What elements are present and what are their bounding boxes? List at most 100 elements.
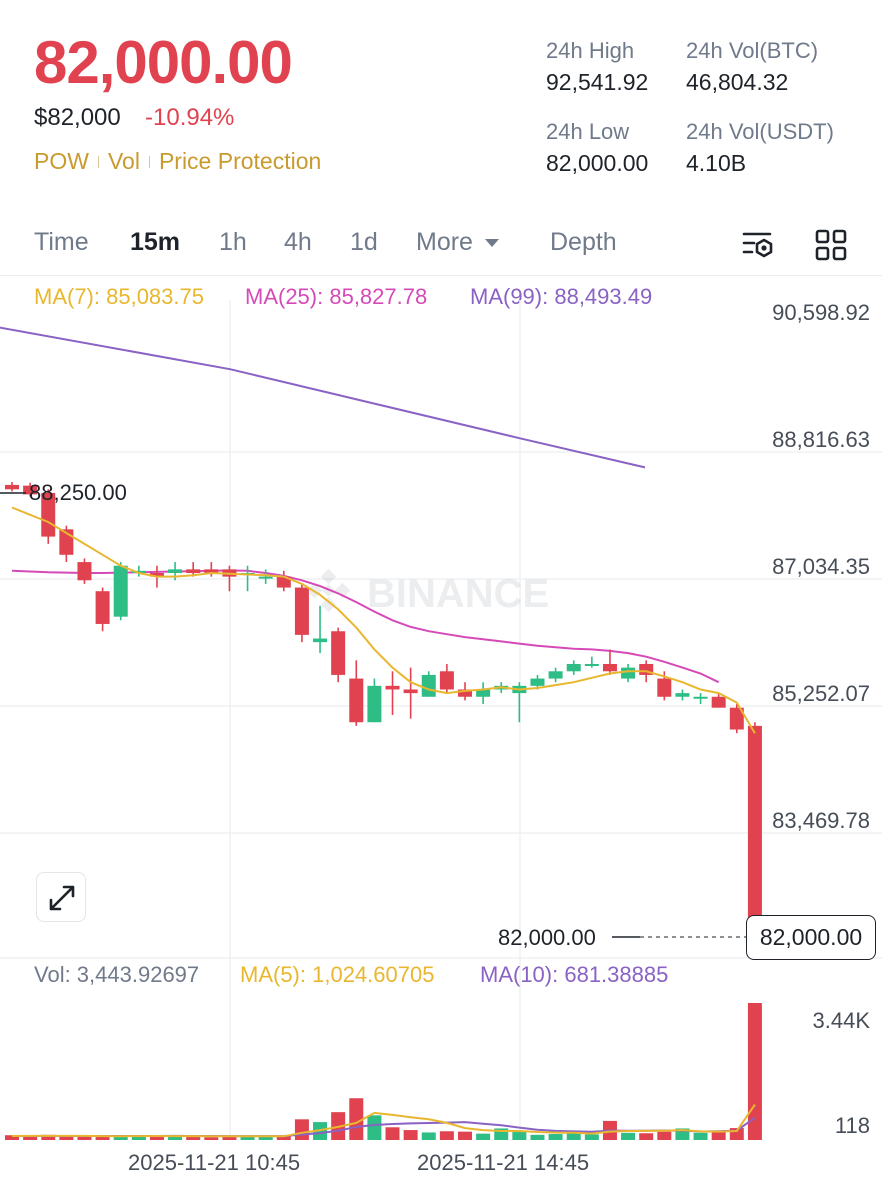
tab-more[interactable]: More [416,228,500,257]
vol-ma5-path [11,1104,756,1138]
date-label: 2025-11-21 10:45 [128,1150,301,1175]
candle [331,627,346,683]
candle [675,689,690,701]
high-label: 24h High [546,38,635,63]
candle-body [313,638,328,643]
candle [439,664,454,694]
candle-body [657,678,672,697]
vol-ma5-label: MA(5): 1,024.60705 [240,962,435,987]
candle [621,664,636,683]
candle [349,660,364,726]
tag-separator [148,155,150,168]
candle [5,482,19,492]
tab-time[interactable]: Time [34,228,89,256]
volume-bar [294,1119,309,1140]
candle-body [566,664,581,672]
ma99-line [0,326,646,469]
high-marker-label: 88,250.00 [29,480,127,505]
grid-icon[interactable] [814,228,848,262]
axis-label: 90,598.92 [772,300,870,325]
candle-body [385,685,400,690]
tag-separator [97,155,99,168]
ma7-path [11,506,756,734]
candle [566,660,581,675]
fiat-price: $82,000 [34,104,121,131]
candle [77,558,92,584]
candle-body [186,569,201,574]
volume-bar [458,1131,472,1140]
candle-body [458,689,472,697]
candle-body [639,664,654,675]
candle-body [77,562,92,581]
ma25-line [11,569,720,684]
candle-body [113,565,128,617]
vol-btc-value: 46,804.32 [686,69,789,95]
volume-bar [186,1135,201,1140]
ma7-line [11,506,756,734]
candle-body [23,485,38,495]
watermark-text: BINANCE [367,572,549,616]
candle-body [548,671,563,679]
candle-body [621,667,636,679]
candle-body [421,674,436,697]
candle [584,656,599,668]
tab-4h[interactable]: 4h [284,228,312,256]
axis-label: 83,469.78 [772,808,870,833]
volume-bar [5,1135,19,1140]
volume-bar [711,1131,726,1140]
candle-body [584,664,599,667]
candle [113,562,128,621]
tab-1d[interactable]: 1d [350,228,378,256]
vol-usdt-value: 4.10B [686,150,747,176]
candle-body [95,591,110,624]
volume-ma-lines [11,1104,756,1138]
last-price-tag[interactable]: 82,000.00 [746,915,876,960]
volume-bar [349,1098,364,1140]
divider [0,275,882,276]
candle [294,583,309,643]
candle-body [294,587,309,635]
candle-body [41,492,56,537]
volume-bar [23,1136,38,1140]
volume-bar [439,1131,454,1140]
expand-icon [49,885,75,911]
volume-bar [403,1130,418,1140]
low-value: 82,000.00 [546,150,649,176]
ma25-label: MA(25): 85,827.78 [245,284,428,309]
volume-bar [421,1132,436,1140]
volume-bar [258,1136,273,1140]
high-value: 92,541.92 [546,69,649,95]
volume-bar [584,1134,599,1140]
candle-body [711,696,726,708]
volume-bar [240,1136,255,1140]
candle-body [276,576,291,588]
tab-depth[interactable]: Depth [550,228,617,256]
volume-bar [367,1115,382,1140]
vol-usdt-label: 24h Vol(USDT) [686,119,834,144]
ma99-label: MA(99): 88,493.49 [470,284,653,309]
candle [95,587,110,632]
candle-body [602,664,617,672]
ma7-label: MA(7): 85,083.75 [34,284,204,309]
candle [602,649,617,675]
tab-15m[interactable]: 15m [130,228,181,256]
volume-bar [494,1128,509,1140]
candle-body [5,484,19,490]
volume-bar [168,1135,183,1140]
tag-price-protection[interactable]: Price Protection [158,148,322,174]
candle-body [439,671,454,690]
low-label: 24h Low [546,119,630,144]
volume-bar [276,1136,291,1140]
candle-body [675,693,690,697]
tag-pow[interactable]: POW [34,148,89,174]
tab-1h[interactable]: 1h [219,228,247,256]
volume-bar [131,1136,146,1140]
tag-vol[interactable]: Vol [107,148,140,174]
price-change-percent: -10.94% [145,104,235,131]
candle [421,671,436,697]
vol-ma10-label: MA(10): 681.38885 [480,962,669,987]
volume-bar [113,1136,128,1140]
chart-settings-icon[interactable] [740,228,778,262]
fullscreen-button[interactable] [36,872,86,922]
